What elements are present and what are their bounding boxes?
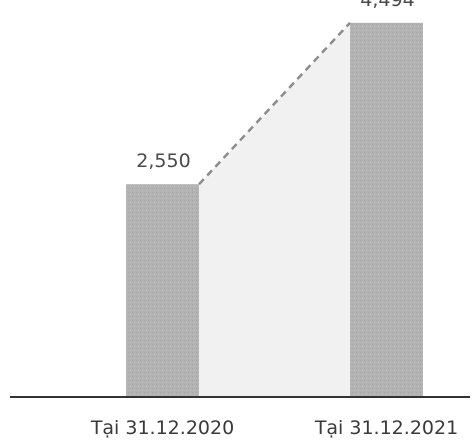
- connector-area-layer: [199, 22, 350, 396]
- bar-2021: [350, 22, 423, 396]
- connector-line-layer: [198, 21, 351, 186]
- connector-area: [199, 22, 350, 396]
- x-tick-label: Tại 31.12.2020: [90, 417, 234, 439]
- labels-layer: 2,550 4,494 Tại 31.12.2020 Tại 31.12.2021: [90, 0, 458, 439]
- connector-dashed-line: [198, 21, 351, 186]
- x-tick-label: Tại 31.12.2021: [314, 417, 458, 439]
- value-label: 2,550: [136, 150, 190, 172]
- bar-2020: [126, 184, 199, 396]
- value-label: 4,494: [360, 0, 414, 11]
- bars-layer: [126, 22, 423, 396]
